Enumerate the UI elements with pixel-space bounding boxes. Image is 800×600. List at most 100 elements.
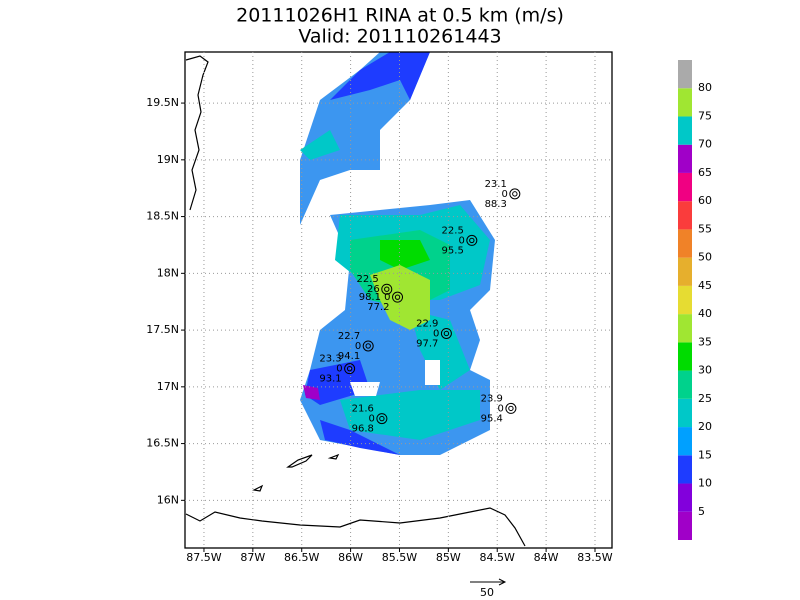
station-marker [381,283,393,295]
station-label: 22.9 [416,318,438,329]
reference-arrow-head [498,578,507,586]
station-marker [362,340,374,352]
colorbar-segment [678,88,692,117]
station-marker-inner [379,415,385,422]
y-tick-label: 17.5N [146,323,179,336]
colorbar-segment [678,229,692,258]
title-line: 20111026H1 RINA at 0.5 km (m/s) [236,5,564,27]
station-marker-inner [443,330,450,337]
wind-gap [425,360,440,385]
station-label: 23.3 [319,354,341,365]
station-label: 93.1 [319,374,341,385]
station-label: 95.4 [481,413,503,424]
y-tick-label: 17N [157,380,179,393]
station-marker-inner [469,237,475,244]
station-marker-inner [346,365,353,372]
colorbar-label: 55 [698,222,712,235]
x-tick-label: 84.5W [480,551,515,564]
colorbar-label: 20 [698,420,712,433]
colorbar-segment [678,257,692,286]
x-tick-label: 86W [338,551,363,564]
colorbar-label: 15 [698,448,712,461]
y-tick-label: 18N [157,266,179,279]
colorbar-segment [678,511,692,540]
wind-area [303,385,320,400]
colorbar-label: 5 [698,505,705,518]
station-label: 21.6 [352,404,374,415]
station-marker [376,413,388,425]
y-tick-label: 16.5N [146,437,179,450]
wind-area [320,420,400,455]
colorbar-label: 65 [698,166,712,179]
station-marker-inner [365,343,371,349]
island [286,454,313,468]
wind-area [300,52,430,225]
colorbar-label: 80 [698,81,712,94]
x-tick-label: 87W [240,551,265,564]
station-marker [466,234,478,246]
station-label: 0 [433,328,439,339]
x-tick-label: 85.5W [382,551,417,564]
x-tick-label: 84W [534,551,559,564]
colorbar-segment [678,314,692,343]
y-tick-label: 19.5N [146,96,179,109]
colorbar-label: 40 [698,307,712,320]
station-label: 98.1 0 [359,292,391,303]
y-tick-label: 16N [157,493,179,506]
station-marker-inner [394,294,401,300]
station-marker [392,291,404,303]
wind-area [330,52,430,100]
station-label: 22.5 [442,225,464,236]
station-label: 96.8 [352,424,374,435]
colorbar-segment [678,427,692,456]
coastline [185,55,526,547]
wind-area [380,240,430,270]
x-tick-label: 85W [436,551,461,564]
station-label: 94.1 [338,351,360,362]
colorbar-segment [678,201,692,230]
station-label: 0 [458,235,464,246]
colorbar-segment [678,60,692,89]
colorbar-segment [678,370,692,399]
colorbar-label: 50 [698,251,712,264]
station-label: 0 [336,364,342,375]
colorbar-label: 45 [698,279,712,292]
station-label: 0 [501,189,507,200]
station-label: 23.9 [481,393,503,404]
wind-gap [350,382,380,396]
station-label: 23.1 [485,179,507,190]
station-marker [509,188,521,200]
colorbar-label: 35 [698,335,712,348]
island [252,484,264,492]
station-marker [505,402,517,414]
coast [185,55,209,211]
colorbar-segment [678,116,692,145]
station-label: 22.5 [357,274,379,285]
colorbar-label: 10 [698,477,712,490]
colorbar-label: 25 [698,392,712,405]
wind-field [300,52,495,455]
station-label: 26 [367,284,380,295]
wind-area [340,390,480,440]
island [327,453,340,460]
x-tick-label: 83.5W [577,551,612,564]
colorbar-segment [678,144,692,173]
colorbar-label: 60 [698,194,712,207]
x-tick-label: 86.5W [284,551,319,564]
colorbar-segment [678,455,692,484]
reference-label: 50 [480,586,494,599]
coast [185,507,526,547]
colorbar-label: 75 [698,109,712,122]
colorbar-segment [678,483,692,512]
colorbar-segment [678,398,692,428]
title-line: Valid: 201110261443 [298,26,501,48]
station-label: 77.2 [367,302,389,313]
station-marker-inner [508,405,514,412]
y-tick-label: 18.5N [146,210,179,223]
station-marker [344,363,356,375]
wind-area [300,130,340,160]
map-frame [184,51,613,549]
y-tick-label: 19N [157,153,179,166]
station-label: 95.5 [442,245,464,256]
